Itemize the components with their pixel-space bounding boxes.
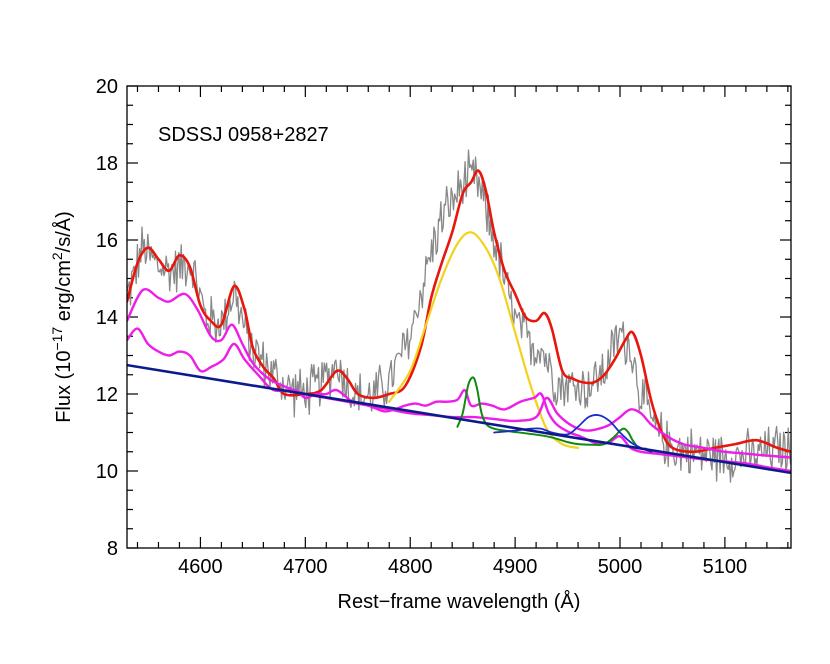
y-axis-title-prefix: Flux (10 <box>53 351 75 423</box>
x-axis-title: Rest−frame wavelength (Å) <box>338 590 581 613</box>
y-axis-title-area-exponent: 2 <box>49 252 65 260</box>
y-tick-label: 16 <box>96 230 118 252</box>
spectrum-chart: 4600 4700 4800 4900 5000 5100 8 10 12 14 16 18 20 S… <box>0 0 830 664</box>
y-tick-label: 14 <box>96 307 118 329</box>
x-tick-label: 5100 <box>703 556 748 578</box>
x-tick-label: 4800 <box>388 556 433 578</box>
x-tick-label: 4700 <box>283 556 328 578</box>
y-tick-label: 20 <box>96 76 118 98</box>
x-tick-label: 5000 <box>598 556 643 578</box>
y-axis-title-exponent: −17 <box>49 327 65 351</box>
x-tick-label: 4900 <box>493 556 538 578</box>
y-axis-title-unit: erg/cm <box>53 260 75 327</box>
y-tick-label: 10 <box>96 461 118 483</box>
y-axis-title-suffix: /s/Å) <box>52 211 75 252</box>
y-tick-label: 12 <box>96 384 118 406</box>
y-tick-label: 18 <box>96 153 118 175</box>
object-annotation: SDSSJ 0958+2827 <box>158 124 329 146</box>
x-tick-label: 4600 <box>178 556 223 578</box>
y-axis-title: Flux (10−17 erg/cm2/s/Å) <box>49 211 75 423</box>
y-tick-label: 8 <box>107 538 118 560</box>
